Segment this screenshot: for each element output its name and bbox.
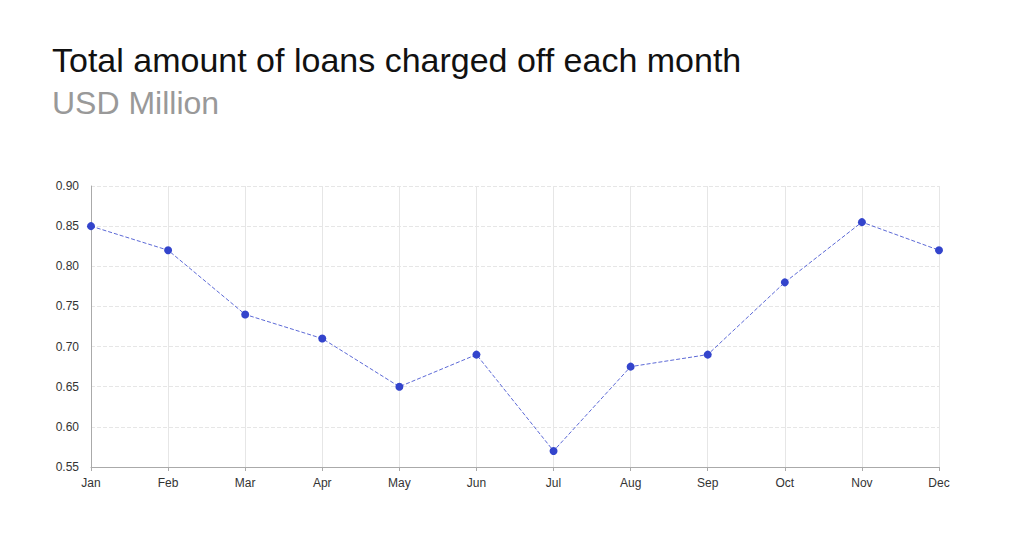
svg-text:Apr: Apr <box>313 476 332 490</box>
svg-text:Mar: Mar <box>235 476 256 490</box>
svg-text:Aug: Aug <box>620 476 641 490</box>
svg-text:Sep: Sep <box>697 476 719 490</box>
svg-text:Feb: Feb <box>158 476 179 490</box>
svg-text:Nov: Nov <box>851 476 872 490</box>
svg-text:0.65: 0.65 <box>56 380 80 394</box>
svg-text:Jul: Jul <box>546 476 561 490</box>
svg-text:Total amount of loans charged: Total amount of loans charged off each m… <box>52 41 741 79</box>
svg-text:Jan: Jan <box>81 476 100 490</box>
svg-text:USD Million: USD Million <box>52 85 219 121</box>
svg-text:0.80: 0.80 <box>56 259 80 273</box>
svg-text:Jun: Jun <box>467 476 486 490</box>
svg-text:0.70: 0.70 <box>56 340 80 354</box>
svg-text:0.85: 0.85 <box>56 219 80 233</box>
svg-text:0.55: 0.55 <box>56 460 80 474</box>
svg-text:0.75: 0.75 <box>56 299 80 313</box>
svg-text:Oct: Oct <box>775 476 794 490</box>
svg-text:0.90: 0.90 <box>56 179 80 193</box>
svg-text:Dec: Dec <box>928 476 949 490</box>
svg-text:0.60: 0.60 <box>56 420 80 434</box>
svg-text:May: May <box>388 476 411 490</box>
